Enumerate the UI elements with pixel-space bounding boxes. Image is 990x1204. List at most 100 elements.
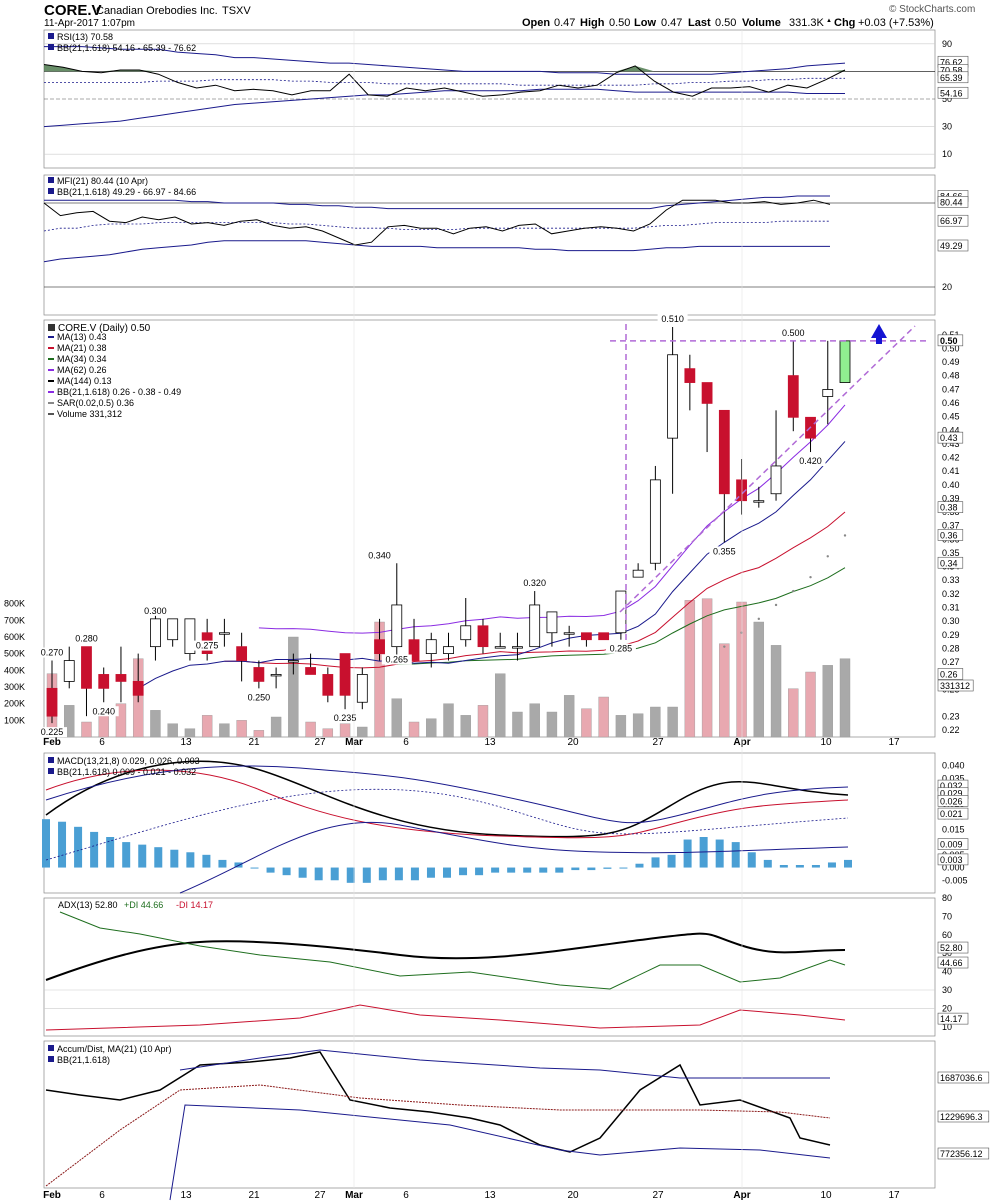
x-axis-label: 13 bbox=[180, 1190, 192, 1201]
macd-hist-bar bbox=[795, 865, 804, 868]
x-axis-label: 6 bbox=[99, 1190, 105, 1201]
volume-bar bbox=[339, 723, 351, 738]
y-tick-label: 0.040 bbox=[942, 761, 965, 771]
value-tag-box bbox=[937, 807, 969, 820]
candle bbox=[46, 660, 58, 724]
value-tag-box bbox=[937, 668, 964, 680]
annotation-bg bbox=[37, 647, 67, 658]
y-tick-label: 90 bbox=[942, 39, 952, 49]
legend-entry: MA(34) 0.34 bbox=[57, 354, 107, 364]
macd-hist-bar bbox=[763, 859, 772, 868]
macd-hist-bar bbox=[635, 863, 644, 868]
value-tag: 66.97 bbox=[940, 216, 963, 226]
legend-entry: Accum/Dist, MA(21) (10 Apr) bbox=[57, 1044, 172, 1054]
y-tick-label: 0.33 bbox=[942, 575, 960, 585]
candle-body bbox=[339, 653, 351, 696]
candle-body bbox=[287, 660, 299, 663]
x-axis-label: 27 bbox=[652, 737, 664, 748]
annotation-bg bbox=[364, 550, 395, 561]
y-tick-label: 0.48 bbox=[942, 371, 960, 381]
rsi-line bbox=[43, 64, 846, 97]
candle bbox=[598, 632, 610, 641]
candle bbox=[770, 410, 782, 501]
annotation-bg bbox=[381, 654, 412, 665]
x-axis-label: 20 bbox=[567, 1190, 579, 1201]
candle bbox=[581, 632, 592, 647]
y-tick-label: 0.50 bbox=[942, 343, 960, 353]
volume-bar bbox=[219, 723, 230, 738]
volume-axis-label: 100K bbox=[4, 715, 25, 725]
value-tag: 14.17 bbox=[940, 1014, 963, 1024]
value-tag-box bbox=[937, 334, 964, 347]
x-axis-label: 21 bbox=[248, 1190, 260, 1201]
annotation-bg bbox=[192, 640, 223, 651]
y-tick-label: 0.27 bbox=[942, 657, 960, 667]
price-title-swatch bbox=[48, 324, 55, 331]
candle-body bbox=[787, 375, 799, 418]
y-tick-label: 0.000 bbox=[942, 863, 965, 873]
candle bbox=[322, 667, 334, 703]
candle-body bbox=[632, 569, 644, 578]
candle bbox=[529, 591, 541, 648]
minus-di-line bbox=[45, 1004, 846, 1031]
value-tag-box bbox=[937, 501, 964, 513]
candle bbox=[701, 382, 713, 453]
price-annotation: 0.240 bbox=[92, 706, 115, 716]
mfi-line bbox=[43, 199, 831, 246]
volume-axis-label: 400K bbox=[4, 665, 25, 675]
y-tick-label: 60 bbox=[942, 930, 952, 940]
candle-body bbox=[529, 604, 541, 648]
volume-bar bbox=[460, 715, 471, 738]
candle-body bbox=[443, 646, 454, 655]
macd-bb-lower bbox=[179, 821, 849, 894]
macd-hist-bar bbox=[58, 821, 67, 868]
rsi-bb-upper bbox=[44, 46, 846, 75]
macd-bb-mid bbox=[45, 788, 849, 861]
y-tick-label: -0.005 bbox=[942, 875, 968, 885]
low-value: 0.47 bbox=[661, 17, 682, 29]
candle bbox=[305, 653, 316, 675]
rsi-bb-mid bbox=[44, 77, 845, 86]
price-annotation: 0.235 bbox=[334, 713, 357, 723]
annotation-bg bbox=[709, 546, 740, 557]
macd-hist-bar bbox=[603, 867, 612, 869]
y-tick-label: 30 bbox=[942, 122, 952, 132]
macd-hist-bar bbox=[154, 847, 163, 868]
legend-swatch bbox=[48, 44, 54, 50]
y-tick-label: 0.22 bbox=[942, 725, 960, 735]
y-tick-label: 0.47 bbox=[942, 384, 960, 394]
open-label: Open bbox=[522, 17, 550, 29]
candle-body bbox=[167, 618, 179, 641]
candle bbox=[546, 611, 558, 647]
macd-hist-bar bbox=[779, 865, 788, 868]
volume-bar bbox=[64, 705, 75, 738]
macd-hist-bar bbox=[651, 857, 660, 868]
candle-body bbox=[598, 632, 610, 641]
macd-hist-bar bbox=[715, 839, 724, 868]
value-tag-box bbox=[937, 956, 969, 969]
value-tag: 0.026 bbox=[940, 796, 963, 806]
chg-up-arrow-icon: ▲ bbox=[826, 18, 832, 24]
y-tick-label: 10 bbox=[942, 1022, 952, 1032]
y-tick-label: 0.40 bbox=[942, 480, 960, 490]
ma21-line bbox=[224, 511, 846, 669]
legend-entry: RSI(13) 70.58 bbox=[57, 32, 113, 42]
candle-body bbox=[512, 646, 523, 649]
volume-bar bbox=[357, 726, 368, 738]
candle bbox=[287, 653, 299, 675]
date-label: 11-Apr-2017 1:07pm bbox=[44, 18, 135, 29]
sar-dot bbox=[774, 603, 778, 607]
high-label: High bbox=[580, 17, 605, 29]
y-tick-label: 0.46 bbox=[942, 398, 960, 408]
exchange-label: TSXV bbox=[222, 5, 251, 17]
value-tag-box bbox=[937, 214, 969, 227]
candle bbox=[477, 618, 489, 654]
candle bbox=[391, 563, 403, 661]
candle-body bbox=[218, 632, 230, 635]
legend-entry: BB(21,1.618) 54.16 - 65.39 - 76.62 bbox=[57, 43, 196, 53]
candle-body bbox=[63, 660, 75, 682]
candle bbox=[132, 653, 144, 703]
price-title: CORE.V (Daily) 0.50 bbox=[58, 323, 151, 334]
volume-bar bbox=[253, 730, 265, 738]
